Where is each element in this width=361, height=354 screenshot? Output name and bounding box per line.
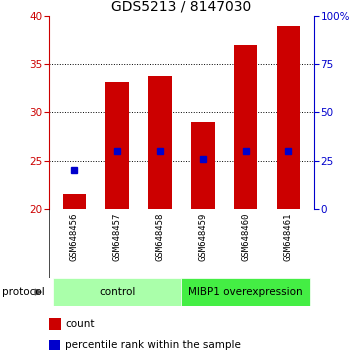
Text: GSM648456: GSM648456 bbox=[70, 212, 79, 261]
Text: GSM648460: GSM648460 bbox=[241, 212, 250, 261]
Text: protocol: protocol bbox=[2, 287, 44, 297]
Bar bbox=[191, 122, 214, 209]
Text: GSM648459: GSM648459 bbox=[198, 212, 207, 261]
Bar bbox=[148, 76, 172, 209]
Bar bbox=[234, 45, 257, 209]
Text: count: count bbox=[65, 319, 95, 329]
Title: GDS5213 / 8147030: GDS5213 / 8147030 bbox=[111, 0, 252, 13]
Text: GSM648458: GSM648458 bbox=[156, 212, 165, 261]
Bar bbox=[53, 278, 182, 306]
Bar bbox=[182, 278, 310, 306]
Text: percentile rank within the sample: percentile rank within the sample bbox=[65, 340, 241, 350]
Bar bbox=[63, 194, 86, 209]
Bar bbox=[105, 81, 129, 209]
Text: GSM648457: GSM648457 bbox=[113, 212, 122, 261]
Text: control: control bbox=[99, 287, 135, 297]
Bar bbox=[277, 25, 300, 209]
Text: GSM648461: GSM648461 bbox=[284, 212, 293, 261]
Text: MIBP1 overexpression: MIBP1 overexpression bbox=[188, 287, 303, 297]
